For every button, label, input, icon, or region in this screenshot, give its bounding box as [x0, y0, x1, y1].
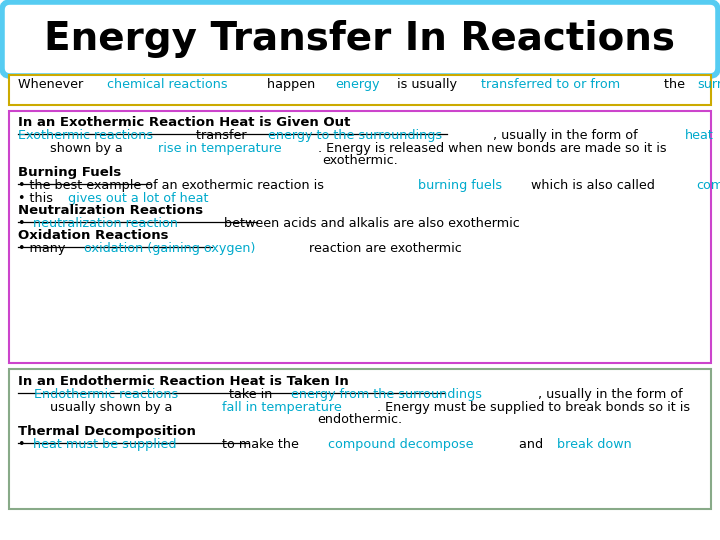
- Text: usually shown by a: usually shown by a: [18, 401, 176, 414]
- Text: Endothermic reactions: Endothermic reactions: [18, 388, 179, 401]
- FancyBboxPatch shape: [9, 369, 711, 509]
- Text: Energy Transfer In Reactions: Energy Transfer In Reactions: [45, 20, 675, 58]
- Text: Exothermic reactions: Exothermic reactions: [18, 129, 153, 142]
- Text: which is also called: which is also called: [526, 179, 658, 192]
- Text: take in: take in: [225, 388, 276, 401]
- Text: Neutralization Reactions: Neutralization Reactions: [18, 204, 203, 217]
- Text: In an Endothermic Reaction Heat is Taken In: In an Endothermic Reaction Heat is Taken…: [18, 375, 348, 388]
- Text: energy: energy: [336, 78, 380, 91]
- Text: and: and: [516, 438, 547, 451]
- Text: fall in temperature: fall in temperature: [222, 401, 342, 414]
- Text: surroundings: surroundings: [698, 78, 720, 91]
- Text: shown by a: shown by a: [18, 142, 127, 155]
- Text: Burning Fuels: Burning Fuels: [18, 166, 121, 179]
- Text: gives out a lot of heat: gives out a lot of heat: [68, 192, 209, 205]
- Text: is usually: is usually: [393, 78, 461, 91]
- Text: • many: • many: [18, 242, 69, 255]
- Text: energy from the surroundings: energy from the surroundings: [291, 388, 482, 401]
- FancyBboxPatch shape: [9, 111, 711, 363]
- Text: . Energy must be supplied to break bonds so it is: . Energy must be supplied to break bonds…: [377, 401, 690, 414]
- Text: break down: break down: [557, 438, 631, 451]
- FancyBboxPatch shape: [2, 2, 718, 76]
- Text: neutralization reaction: neutralization reaction: [33, 217, 178, 230]
- Text: •: •: [18, 217, 30, 230]
- Text: endothermic.: endothermic.: [318, 413, 402, 426]
- Text: to make the: to make the: [218, 438, 303, 451]
- Text: Whenever: Whenever: [18, 78, 87, 91]
- Text: • the best example of an exothermic reaction is: • the best example of an exothermic reac…: [18, 179, 328, 192]
- Text: combustion: combustion: [697, 179, 720, 192]
- Text: transfer: transfer: [192, 129, 251, 142]
- Text: • this: • this: [18, 192, 57, 205]
- Text: energy to the surroundings: energy to the surroundings: [268, 129, 442, 142]
- Text: . Energy is released when new bonds are made so it is: . Energy is released when new bonds are …: [318, 142, 667, 155]
- Text: exothermic.: exothermic.: [322, 154, 398, 167]
- Text: the: the: [660, 78, 689, 91]
- Text: , usually in the form of: , usually in the form of: [538, 388, 686, 401]
- Text: heat must be supplied: heat must be supplied: [33, 438, 176, 451]
- Text: burning fuels: burning fuels: [418, 179, 502, 192]
- FancyBboxPatch shape: [9, 75, 711, 105]
- Text: In an Exothermic Reaction Heat is Given Out: In an Exothermic Reaction Heat is Given …: [18, 116, 351, 129]
- Text: compound decompose: compound decompose: [328, 438, 473, 451]
- Text: oxidation (gaining oxygen): oxidation (gaining oxygen): [84, 242, 256, 255]
- Text: , usually in the form of: , usually in the form of: [492, 129, 642, 142]
- Text: reaction are exothermic: reaction are exothermic: [305, 242, 462, 255]
- Text: heat: heat: [685, 129, 714, 142]
- Text: Thermal Decomposition: Thermal Decomposition: [18, 425, 196, 438]
- Text: transferred to or from: transferred to or from: [481, 78, 620, 91]
- Text: Oxidation Reactions: Oxidation Reactions: [18, 229, 168, 242]
- Text: rise in temperature: rise in temperature: [158, 142, 282, 155]
- Text: •: •: [18, 438, 30, 451]
- Text: between acids and alkalis are also exothermic: between acids and alkalis are also exoth…: [220, 217, 520, 230]
- Text: happen: happen: [263, 78, 319, 91]
- Text: chemical reactions: chemical reactions: [107, 78, 228, 91]
